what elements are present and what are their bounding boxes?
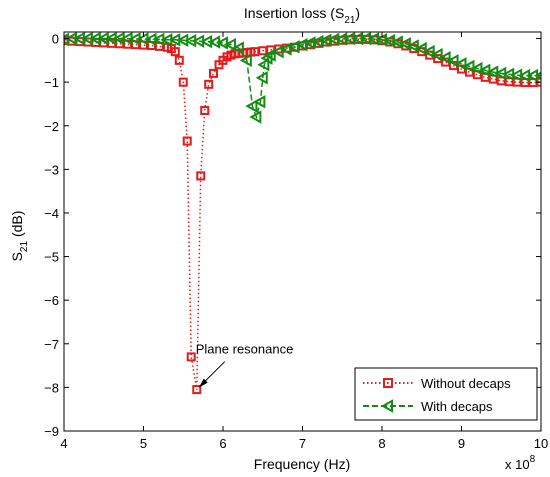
legend-label: Without decaps (421, 376, 511, 391)
y-tick-label: −3 (44, 162, 59, 177)
x-tick-label: 9 (458, 436, 465, 451)
data-point (462, 59, 475, 74)
data-point (223, 37, 236, 52)
y-tick-label: −2 (44, 119, 59, 134)
legend-box (354, 367, 538, 421)
data-point (204, 79, 214, 89)
y-tick-label: −9 (44, 424, 59, 439)
data-point (245, 99, 258, 113)
x-tick-label: 5 (140, 436, 147, 451)
data-point (271, 44, 284, 59)
data-point (422, 44, 435, 59)
data-point (438, 51, 451, 65)
y-axis-label: S21 (dB) (9, 211, 30, 262)
data-point (208, 68, 218, 78)
legend-label: With decaps (421, 399, 493, 414)
data-point (279, 42, 292, 56)
y-axis-label-text: S21 (dB) (9, 211, 30, 262)
y-tick-label: −8 (44, 380, 59, 395)
x-tick-label: 6 (219, 436, 226, 451)
data-point (249, 110, 262, 124)
data-point (470, 61, 483, 76)
y-tick-label: −5 (44, 250, 59, 265)
x-axis-multiplier: x 108 (505, 454, 536, 472)
data-point (253, 95, 266, 109)
x-tick-label: 10 (534, 436, 548, 451)
annotation-arrow-head (198, 378, 208, 388)
y-tick-label: −4 (44, 206, 59, 221)
data-point (295, 37, 308, 52)
plot-background (64, 32, 541, 431)
data-point (398, 37, 411, 51)
y-tick-label: −7 (44, 337, 59, 352)
data-point (287, 40, 300, 54)
annotation-text: Plane resonance (196, 342, 294, 357)
y-tick-label: 0 (52, 32, 59, 47)
legend: Without decaps With decaps (354, 367, 538, 421)
data-point (182, 136, 192, 146)
y-tick-label: −1 (44, 75, 59, 90)
annotation: Plane resonance (196, 342, 294, 388)
data-point (454, 57, 467, 71)
data-point (231, 41, 244, 55)
data-point (478, 63, 491, 78)
data-point (170, 47, 180, 57)
data-point (406, 39, 419, 53)
legend-marker (380, 399, 393, 413)
data-point (263, 48, 276, 62)
data-point (215, 36, 228, 50)
data-point (196, 171, 206, 181)
data-point (414, 41, 427, 56)
data-point (239, 53, 252, 68)
plot-area: 4 5 6 7 8 9 10 0 −1 −2 −3 −4 −5 −6 −7 −8 −9 Plane resonan… (44, 31, 548, 451)
x-tick-label: 8 (378, 436, 385, 451)
data-point (255, 71, 268, 85)
series-2 (64, 32, 541, 124)
data-point (186, 352, 196, 362)
data-point (390, 35, 403, 49)
data-point (178, 77, 188, 87)
chart-title-text: Insertion loss (S21) (244, 5, 360, 26)
data-point (192, 385, 202, 395)
y-tick-label: −6 (44, 293, 59, 308)
data-point (446, 54, 459, 68)
x-tick-label: 4 (60, 436, 67, 451)
data-point (200, 105, 210, 115)
chart-title: Insertion loss (S21) (244, 5, 360, 26)
x-tick-label: 7 (299, 436, 306, 451)
x-axis-label: Frequency (Hz) (254, 456, 350, 472)
data-point (430, 47, 443, 62)
data-point (257, 58, 270, 72)
data-point (174, 55, 184, 65)
legend-marker (383, 378, 393, 388)
